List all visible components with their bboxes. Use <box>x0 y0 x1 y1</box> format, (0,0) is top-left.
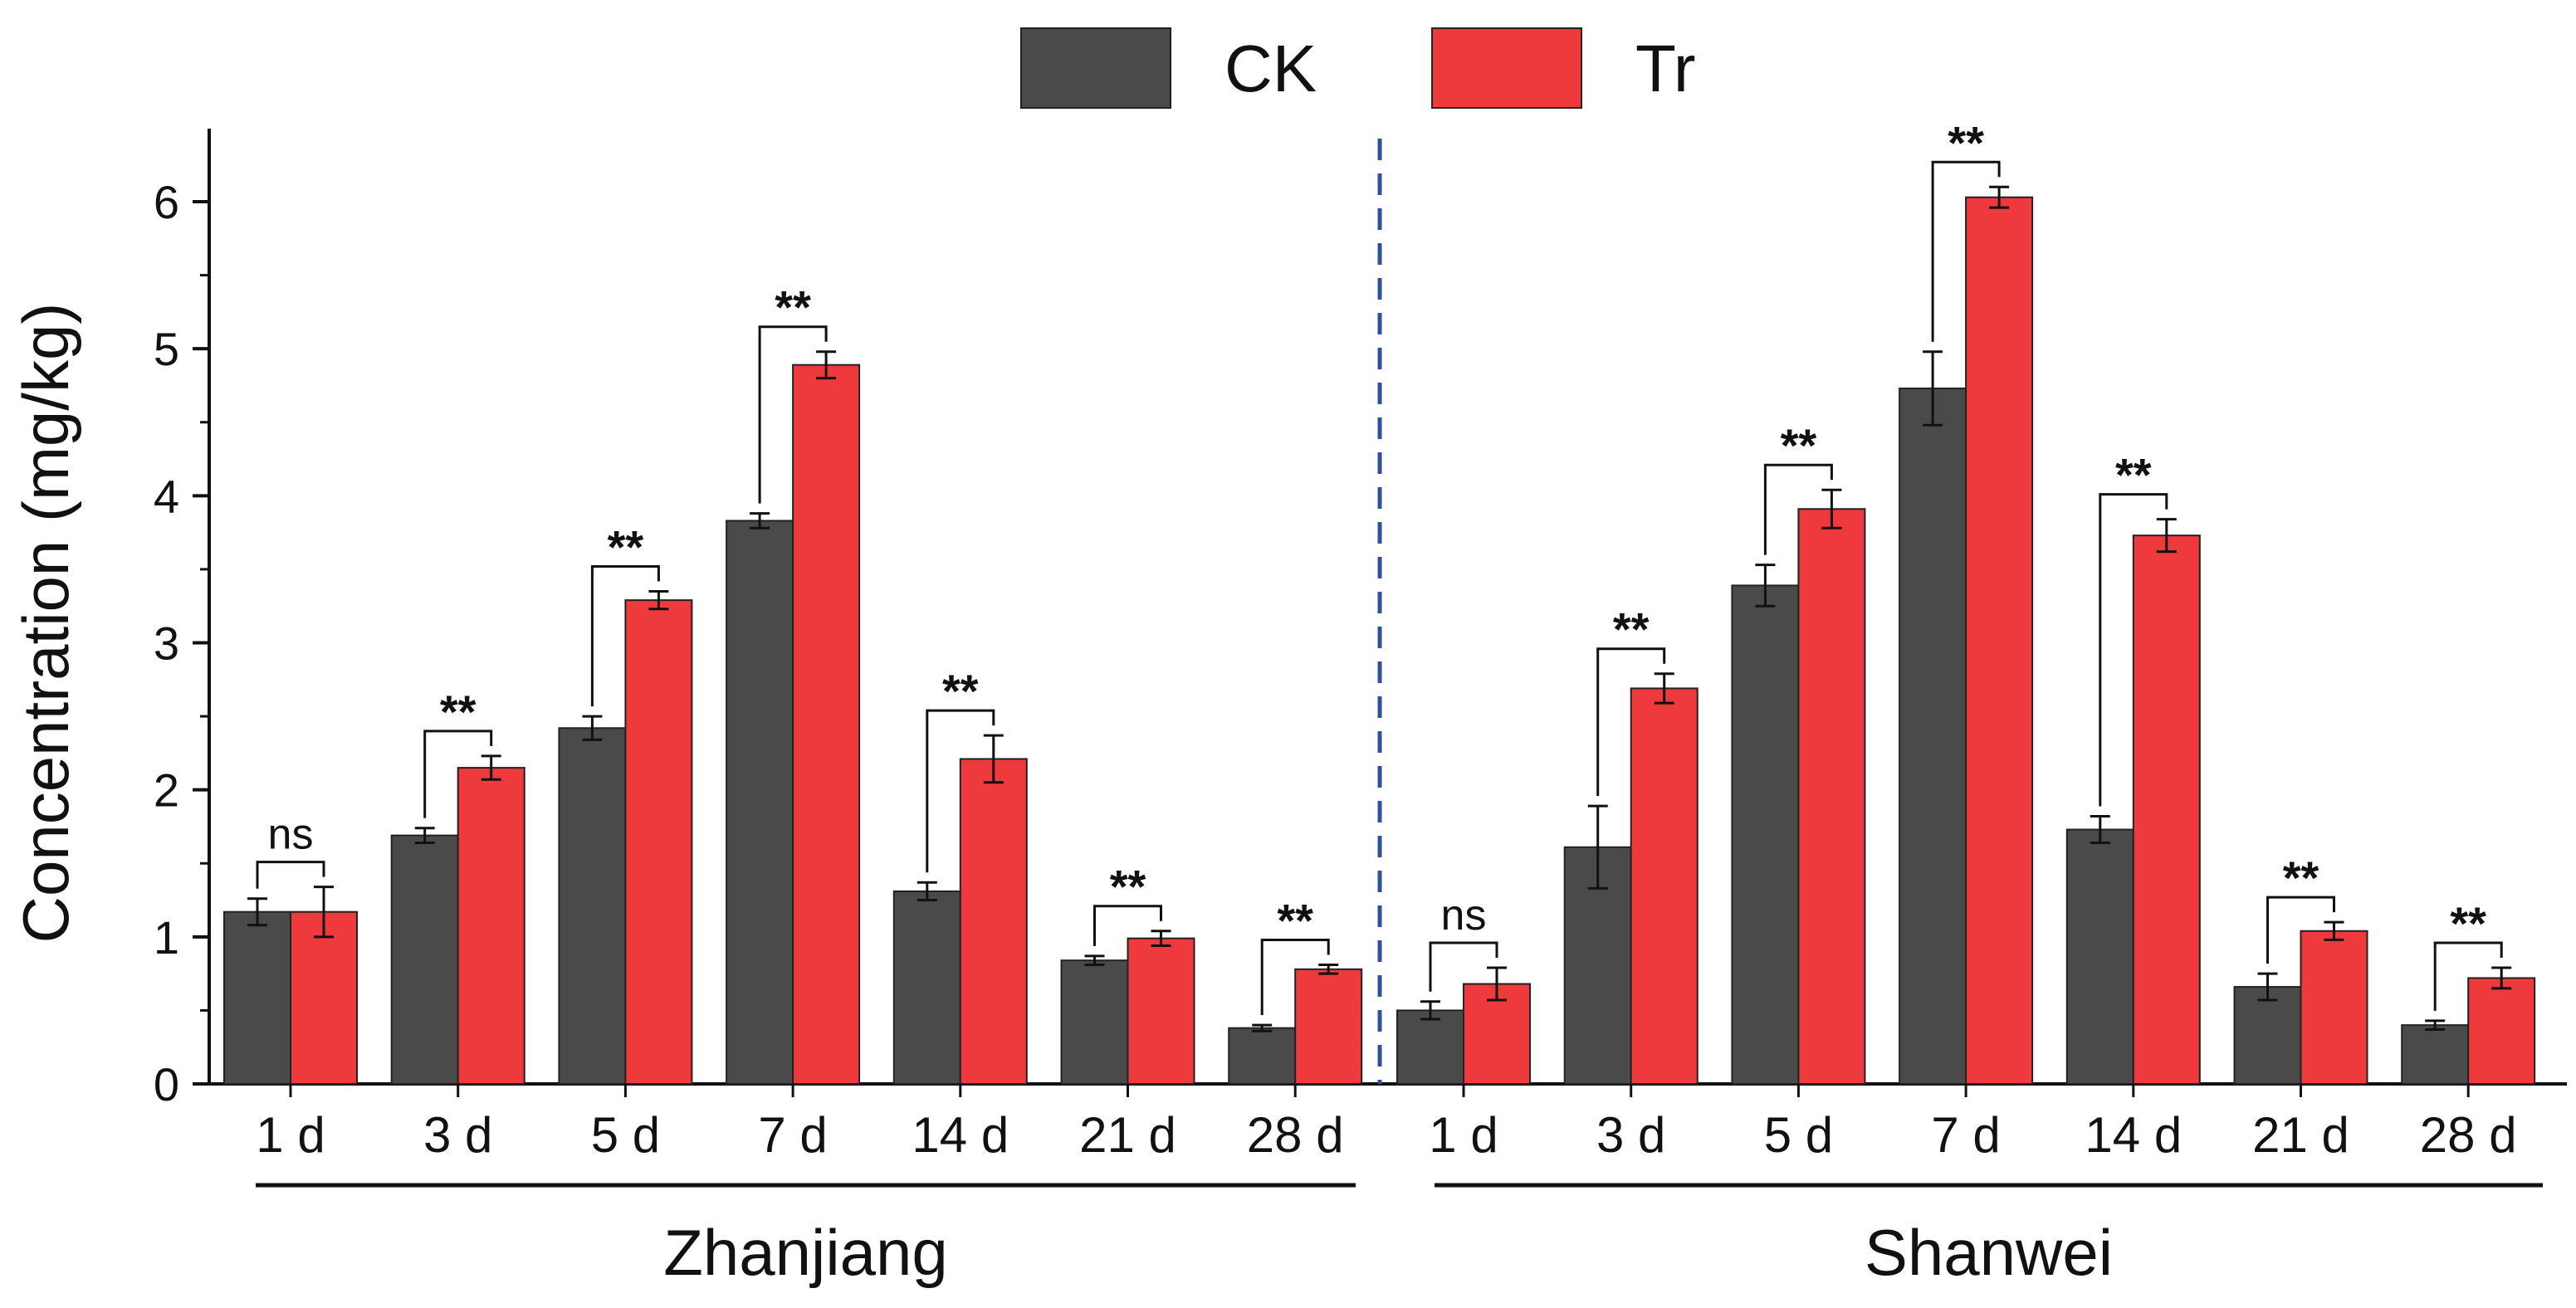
significance-label: ns <box>1441 891 1487 940</box>
significance-bracket <box>2099 493 2168 807</box>
x-tick-label: 5 d <box>591 1107 660 1163</box>
significance-label: ** <box>1110 861 1146 913</box>
significance-bracket <box>423 730 493 818</box>
legend-label-tr: Tr <box>1635 32 1696 105</box>
legend: CK Tr <box>1020 27 1696 109</box>
group-label-zhanjiang: Zhanjiang <box>663 1216 948 1289</box>
legend-swatch-tr <box>1431 27 1582 109</box>
y-tick-label: 0 <box>154 1058 179 1110</box>
x-tick-label: 7 d <box>1931 1107 2000 1163</box>
significance-bracket <box>256 861 325 889</box>
bar-zhanjiang-tr-3d <box>457 767 525 1085</box>
x-tick-label: 28 d <box>1247 1107 1344 1163</box>
x-tick-label: 1 d <box>256 1107 325 1163</box>
y-tick-label: 3 <box>154 617 179 670</box>
bar-shanwei-ck-21d <box>2233 986 2302 1085</box>
x-tick-label: 1 d <box>1429 1107 1498 1163</box>
bar-zhanjiang-ck-21d <box>1060 959 1129 1086</box>
significance-label: ** <box>1613 603 1650 656</box>
bar-zhanjiang-tr-21d <box>1127 937 1195 1085</box>
significance-bracket <box>1596 647 1666 797</box>
x-tick-label: 3 d <box>1596 1107 1665 1163</box>
bar-shanwei-tr-21d <box>2300 930 2368 1086</box>
significance-bracket <box>1429 941 1498 992</box>
bar-shanwei-ck-7d <box>1899 388 1967 1086</box>
x-tick-label: 14 d <box>912 1107 1009 1163</box>
significance-label: ** <box>942 665 979 717</box>
x-tick-label: 21 d <box>1079 1107 1176 1163</box>
significance-bracket <box>1260 938 1330 1016</box>
x-tick-label: 3 d <box>423 1107 492 1163</box>
x-tick-label: 5 d <box>1764 1107 1833 1163</box>
significance-bracket <box>2266 896 2335 964</box>
significance-bracket <box>1763 463 1833 555</box>
group-label-shanwei: Shanwei <box>1865 1216 2113 1289</box>
significance-bracket <box>1093 905 1162 946</box>
bar-zhanjiang-tr-7d <box>792 364 861 1085</box>
bar-zhanjiang-ck-14d <box>892 890 961 1085</box>
significance-label: ** <box>775 281 811 334</box>
bar-zhanjiang-ck-3d <box>390 834 459 1085</box>
significance-label: ** <box>2115 449 2152 501</box>
bar-shanwei-ck-14d <box>2065 828 2134 1085</box>
significance-label: ** <box>2450 897 2486 949</box>
x-tick-label: 7 d <box>758 1107 827 1163</box>
y-tick-label: 1 <box>154 911 179 964</box>
bar-shanwei-tr-7d <box>1965 196 2034 1085</box>
bar-zhanjiang-tr-5d <box>624 599 693 1085</box>
significance-label: ** <box>2283 852 2319 904</box>
bar-shanwei-tr-3d <box>1630 687 1699 1086</box>
significance-bracket <box>590 564 660 707</box>
significance-bracket <box>1931 160 2001 342</box>
significance-label: ** <box>608 520 644 573</box>
bar-shanwei-ck-1d <box>1396 1009 1464 1085</box>
bar-zhanjiang-ck-1d <box>223 910 291 1085</box>
bar-zhanjiang-tr-14d <box>959 758 1028 1085</box>
bar-zhanjiang-tr-28d <box>1294 968 1363 1086</box>
significance-label: ** <box>1948 116 1984 168</box>
x-tick-label: 28 d <box>2420 1107 2517 1163</box>
bar-zhanjiang-ck-5d <box>558 727 627 1085</box>
significance-bracket <box>926 709 995 873</box>
x-tick-label: 21 d <box>2252 1107 2349 1163</box>
significance-label: ** <box>1277 894 1313 946</box>
y-axis-title: Concentration (mg/kg) <box>9 303 82 944</box>
bar-shanwei-tr-28d <box>2467 977 2536 1085</box>
y-tick-label: 5 <box>154 323 179 375</box>
y-tick-label: 4 <box>154 470 179 522</box>
y-tick-label: 2 <box>154 764 179 817</box>
plot-area: 0 1 2 3 4 5 6 ns 1 d ** 3 d ** 5 d ** 7 d ** 14 d ** 21 d *… <box>154 116 2567 1289</box>
legend-swatch-ck <box>1020 27 1171 109</box>
bar-zhanjiang-ck-28d <box>1228 1027 1297 1085</box>
significance-label: ** <box>440 686 477 738</box>
significance-bracket <box>758 325 828 504</box>
bar-shanwei-ck-28d <box>2401 1024 2470 1085</box>
bar-zhanjiang-ck-7d <box>726 520 794 1085</box>
significance-label: ns <box>268 811 314 859</box>
bar-shanwei-tr-14d <box>2132 534 2201 1085</box>
y-tick-label: 6 <box>154 176 179 228</box>
significance-bracket <box>2433 941 2503 1011</box>
significance-label: ** <box>1781 419 1817 471</box>
bar-shanwei-ck-5d <box>1731 584 1800 1085</box>
x-tick-label: 14 d <box>2085 1107 2182 1163</box>
legend-label-ck: CK <box>1224 32 1317 105</box>
bar-shanwei-tr-5d <box>1797 508 1866 1085</box>
